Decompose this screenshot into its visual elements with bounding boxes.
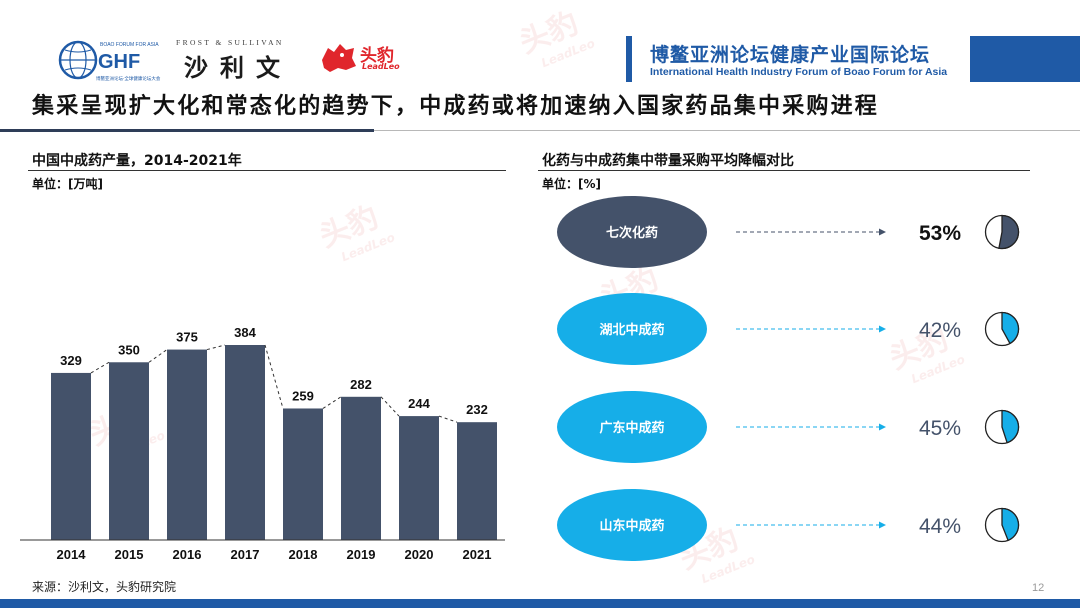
price-cut-comparison-chart: 七次化药 53% 湖北中成药 42% 广东中成药 45% 山东中成药 44% xyxy=(520,190,1080,570)
bar xyxy=(225,345,265,540)
bar xyxy=(109,362,149,540)
bar-value-label: 259 xyxy=(292,388,314,403)
bar-connector-line xyxy=(439,416,457,422)
svg-text:博鳌亚洲论坛·全球健康论坛大会: 博鳌亚洲论坛·全球健康论坛大会 xyxy=(96,75,161,82)
arrow-head xyxy=(879,522,886,529)
bar-connector-line xyxy=(149,350,167,363)
bar-value-label: 244 xyxy=(408,396,430,411)
arrow-head xyxy=(879,229,886,236)
svg-text:GHF: GHF xyxy=(98,51,140,73)
bar xyxy=(283,408,323,540)
bar xyxy=(341,397,381,540)
footer-bar xyxy=(0,599,1080,608)
title-divider-accent xyxy=(0,129,374,132)
x-tick-label: 2021 xyxy=(463,547,492,562)
forum-title-cn: 博鳌亚洲论坛健康产业国际论坛 xyxy=(650,40,930,67)
forum-accent-bar xyxy=(626,36,632,82)
x-tick-label: 2016 xyxy=(173,547,202,562)
bar-value-label: 282 xyxy=(350,377,372,392)
bar-connector-line xyxy=(323,397,341,409)
percent-label: 53% xyxy=(919,222,961,245)
ghf-logo: BOAO FORUM FOR ASIA GHF 博鳌亚洲论坛·全球健康论坛大会 xyxy=(56,36,162,84)
page-number: 12 xyxy=(1032,582,1044,594)
category-label: 七次化药 xyxy=(606,225,658,241)
leadleo-logo: 头豹 LeadLeo xyxy=(318,36,412,78)
source-note: 来源：沙利文，头豹研究院 xyxy=(32,578,176,595)
svg-text:BOAO FORUM FOR ASIA: BOAO FORUM FOR ASIA xyxy=(100,42,159,48)
category-label: 山东中成药 xyxy=(599,518,664,534)
bar-value-label: 350 xyxy=(118,342,140,357)
globe-icon xyxy=(60,42,96,78)
x-tick-label: 2017 xyxy=(231,547,260,562)
bar xyxy=(51,373,91,540)
bar-value-label: 329 xyxy=(60,353,82,368)
bar-connector-line xyxy=(381,397,399,416)
x-tick-label: 2014 xyxy=(57,547,87,562)
category-label: 湖北中成药 xyxy=(599,322,664,338)
left-chart-title: 中国中成药产量，2014-2021年 xyxy=(32,150,242,170)
bar-value-label: 384 xyxy=(234,325,256,340)
production-bar-chart: 329 2014 350 2015 375 2016 384 2017 259 2018 282 20… xyxy=(0,190,520,570)
bar-value-label: 232 xyxy=(466,402,488,417)
pie-slice xyxy=(999,216,1019,249)
right-chart-title: 化药与中成药集中带量采购平均降幅对比 xyxy=(542,150,794,170)
bar-connector-line xyxy=(207,345,225,350)
page-title: 集采呈现扩大化和常态化的趋势下，中成药或将加速纳入国家药品集中采购进程 xyxy=(32,88,879,120)
bar-connector-line xyxy=(91,362,109,373)
percent-label: 42% xyxy=(919,319,961,342)
x-tick-label: 2020 xyxy=(405,547,434,562)
bar xyxy=(399,416,439,540)
percent-label: 44% xyxy=(919,515,961,538)
arrow-head xyxy=(879,326,886,333)
right-chart-divider xyxy=(538,170,1030,171)
bar xyxy=(457,422,497,540)
x-tick-label: 2018 xyxy=(289,547,318,562)
bar xyxy=(167,350,207,540)
percent-label: 45% xyxy=(919,417,961,440)
left-chart-divider xyxy=(28,170,506,171)
bar-value-label: 375 xyxy=(176,330,198,345)
category-label: 广东中成药 xyxy=(599,420,664,436)
bar-connector-line xyxy=(265,345,283,408)
arrow-head xyxy=(879,424,886,431)
forum-title-en: International Health Industry Forum of B… xyxy=(650,66,947,78)
x-tick-label: 2015 xyxy=(115,547,144,562)
frost-sullivan-logo: FROST & SULLIVAN 沙利文 xyxy=(170,38,310,78)
x-tick-label: 2019 xyxy=(347,547,376,562)
leopard-icon xyxy=(318,38,358,76)
forum-color-block xyxy=(970,36,1080,82)
